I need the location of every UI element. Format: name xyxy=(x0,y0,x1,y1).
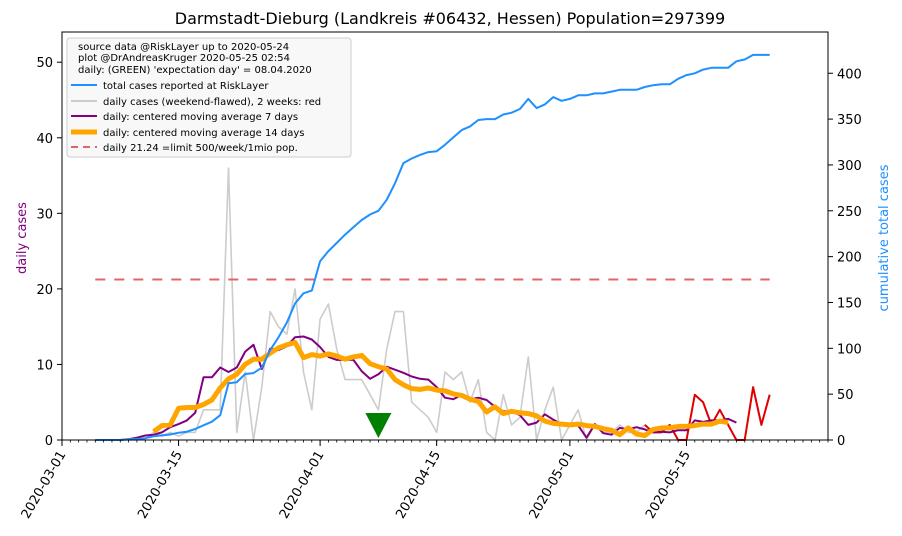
legend-label-daily: daily cases (weekend-flawed), 2 weeks: r… xyxy=(103,97,321,108)
y-tick-label-right: 300 xyxy=(837,159,862,174)
y-tick-label-right: 100 xyxy=(837,342,862,357)
plot-area xyxy=(95,53,771,441)
y-tick-label-right: 200 xyxy=(837,251,862,266)
x-tick-label: 2020-03-15 xyxy=(135,449,186,522)
y-tick-label-left: 0 xyxy=(45,434,53,449)
y-tick-label-right: 50 xyxy=(837,388,854,403)
y-axis-label-left: daily cases xyxy=(15,202,30,274)
x-tick-label: 2020-05-15 xyxy=(643,449,694,522)
y-tick-label-left: 50 xyxy=(36,56,53,71)
y-tick-label-left: 20 xyxy=(36,283,53,298)
series-total-line xyxy=(95,53,770,441)
legend-header-line-1: source data @RiskLayer up to 2020-05-24 xyxy=(78,42,289,53)
series-ma7-line xyxy=(120,335,737,441)
y-tick-label-left: 30 xyxy=(36,207,53,222)
expectation-day-marker xyxy=(365,413,392,438)
series-ma14-line xyxy=(152,340,729,438)
y-tick-label-right: 150 xyxy=(837,296,862,311)
chart-title: Darmstadt-Dieburg (Landkreis #06432, Hes… xyxy=(175,9,725,28)
y-tick-label-right: 350 xyxy=(837,113,862,128)
legend-label-total: total cases reported at RiskLayer xyxy=(103,81,269,92)
legend-label-ma14: daily: centered moving average 14 days xyxy=(103,128,304,139)
legend: source data @RiskLayer up to 2020-05-24 … xyxy=(66,37,352,158)
series-daily-line xyxy=(95,167,646,441)
y-tick-label-left: 10 xyxy=(36,358,53,373)
y-tick-label-right: 400 xyxy=(837,67,862,82)
x-tick-label: 2020-05-01 xyxy=(527,449,578,522)
legend-label-limit: daily 21.24 =limit 500/week/1mio pop. xyxy=(103,143,298,154)
legend-header-line-2: plot @DrAndreasKruger 2020-05-25 02:54 xyxy=(78,53,290,64)
x-tick-label: 2020-04-15 xyxy=(393,449,444,522)
x-tick-label: 2020-04-01 xyxy=(277,449,328,522)
legend-box xyxy=(66,37,352,158)
y-tick-label-left: 40 xyxy=(36,132,53,147)
y-tick-label-right: 0 xyxy=(837,434,845,449)
y-axis-label-right: cumulative total cases xyxy=(877,164,892,311)
x-tick-label: 2020-03-01 xyxy=(19,449,70,522)
y-tick-label-right: 250 xyxy=(837,205,862,220)
legend-label-ma7: daily: centered moving average 7 days xyxy=(103,112,298,123)
legend-header-line-3: daily: (GREEN) 'expectation day' = 08.04… xyxy=(78,65,312,76)
